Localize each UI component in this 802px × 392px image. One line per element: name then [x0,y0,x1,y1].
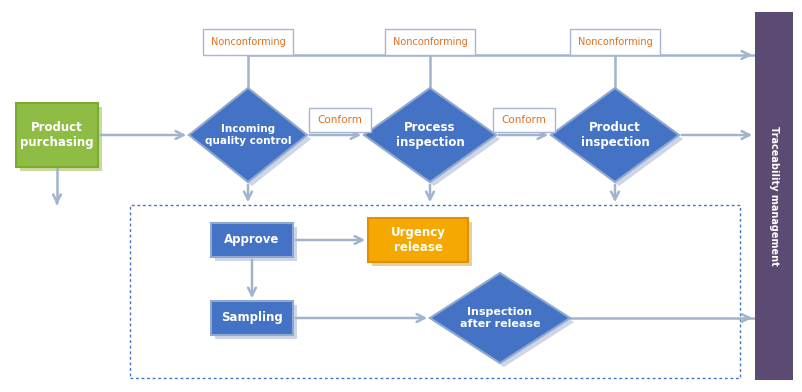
Polygon shape [367,92,500,186]
Bar [754,12,792,380]
Text: Approve: Approve [224,234,279,247]
Bar [367,218,468,262]
Polygon shape [550,88,678,182]
Text: Product
inspection: Product inspection [580,121,649,149]
Bar [384,29,475,55]
Text: Inspection
after release: Inspection after release [460,307,540,329]
Bar [371,222,472,266]
Polygon shape [554,92,683,186]
Text: Nonconforming: Nonconforming [392,37,467,47]
Bar [16,103,98,167]
Polygon shape [192,92,310,186]
Bar [215,305,297,339]
Text: Sampling: Sampling [221,312,282,325]
Bar [203,29,293,55]
Text: Process
inspection: Process inspection [395,121,464,149]
Text: Incoming
quality control: Incoming quality control [205,124,291,146]
Bar [309,108,371,132]
Text: Nonconforming: Nonconforming [210,37,285,47]
Polygon shape [363,88,496,182]
Polygon shape [429,273,569,363]
Text: Traceability management: Traceability management [768,126,778,266]
Text: Product
purchasing: Product purchasing [20,121,94,149]
Bar [20,107,102,171]
Text: Urgency
release: Urgency release [390,226,445,254]
Text: Nonconforming: Nonconforming [577,37,651,47]
Bar [211,301,293,335]
Bar [492,108,554,132]
Bar [211,223,293,257]
Polygon shape [188,88,306,182]
Text: Conform: Conform [317,115,362,125]
Bar [215,227,297,261]
Polygon shape [433,277,573,367]
Bar [130,205,739,378]
Text: Conform: Conform [501,115,545,125]
Bar [569,29,659,55]
